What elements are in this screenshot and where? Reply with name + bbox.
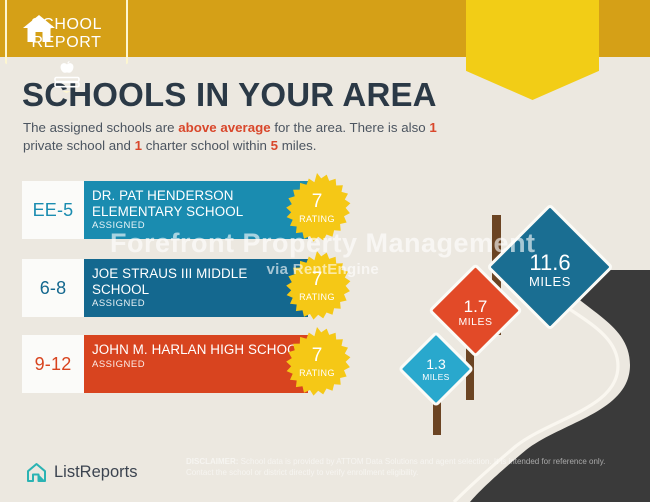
badge-title-line1: SCHOOL bbox=[30, 16, 103, 33]
grade-box: 6-8 bbox=[22, 259, 84, 317]
school-name: JOE STRAUS III MIDDLE SCHOOL bbox=[92, 266, 248, 297]
school-info: JOHN M. HARLAN HIGH SCHOOL ASSIGNED bbox=[84, 335, 308, 393]
rating-badge: 7 RATING bbox=[280, 173, 354, 247]
school-status: ASSIGNED bbox=[92, 220, 146, 231]
desc-part3: private school and bbox=[23, 138, 135, 153]
rating-badge: 7 RATING bbox=[280, 327, 354, 401]
grade-box: 9-12 bbox=[22, 335, 84, 393]
school-name: DR. PAT HENDERSON ELEMENTARY SCHOOL bbox=[92, 188, 244, 219]
badge-title-line2: REPORT bbox=[31, 34, 102, 51]
grade-label: EE-5 bbox=[32, 199, 74, 220]
rating-value: 7 bbox=[311, 191, 323, 212]
school-row[interactable]: EE-5 DR. PAT HENDERSON ELEMENTARY SCHOOL… bbox=[22, 181, 308, 239]
page-title: SCHOOLS IN YOUR AREA bbox=[22, 76, 437, 113]
disclaimer-text: School data is provided by ATTOM Data So… bbox=[186, 457, 606, 477]
desc-part1: The assigned schools are bbox=[23, 120, 179, 135]
desc-highlight-charter-count: 1 bbox=[134, 138, 143, 153]
school-row[interactable]: 6-8 JOE STRAUS III MIDDLE SCHOOL ASSIGNE… bbox=[22, 259, 308, 317]
summary-description: The assigned schools are above average f… bbox=[23, 119, 463, 155]
rating-badge: 7 RATING bbox=[280, 251, 354, 325]
starburst-icon bbox=[286, 251, 351, 320]
school-name: JOHN M. HARLAN HIGH SCHOOL bbox=[92, 342, 306, 357]
grade-box: EE-5 bbox=[22, 181, 84, 239]
desc-highlight-private-count: 1 bbox=[429, 120, 437, 135]
badge-title: SCHOOL REPORT bbox=[0, 16, 133, 52]
desc-highlight-above-average: above average bbox=[178, 120, 271, 135]
grade-label: 6-8 bbox=[39, 277, 67, 298]
apple-on-book-icon bbox=[54, 61, 80, 88]
listreports-logo-text: ListReports bbox=[54, 463, 138, 481]
listreports-house-icon bbox=[27, 463, 46, 482]
badge-outline bbox=[5, 0, 128, 93]
rating-value: 7 bbox=[311, 269, 323, 290]
disclaimer: DISCLAIMER: School data is provided by A… bbox=[186, 457, 606, 478]
school-status: ASSIGNED bbox=[92, 298, 146, 309]
rating-label: RATING bbox=[299, 292, 335, 302]
rating-value: 7 bbox=[311, 345, 323, 366]
disclaimer-label: DISCLAIMER: bbox=[186, 457, 239, 466]
school-report-badge bbox=[466, 0, 599, 100]
rating-label: RATING bbox=[299, 368, 335, 378]
home-icon bbox=[23, 15, 55, 42]
rating-label: RATING bbox=[299, 214, 335, 224]
desc-highlight-radius: 5 bbox=[270, 138, 279, 153]
starburst-icon bbox=[286, 327, 351, 396]
school-info: DR. PAT HENDERSON ELEMENTARY SCHOOL ASSI… bbox=[84, 181, 308, 239]
desc-part2: for the area. There is also bbox=[270, 120, 430, 135]
starburst-icon bbox=[286, 173, 351, 242]
school-status: ASSIGNED bbox=[92, 358, 146, 370]
grade-label: 9-12 bbox=[34, 353, 72, 374]
school-row[interactable]: 9-12 JOHN M. HARLAN HIGH SCHOOL ASSIGNED bbox=[22, 335, 308, 393]
school-info: JOE STRAUS III MIDDLE SCHOOL ASSIGNED bbox=[84, 259, 308, 317]
desc-part4: charter school within bbox=[142, 138, 271, 153]
desc-part5: miles. bbox=[278, 138, 317, 153]
listreports-logo[interactable]: ListReports bbox=[26, 462, 137, 483]
